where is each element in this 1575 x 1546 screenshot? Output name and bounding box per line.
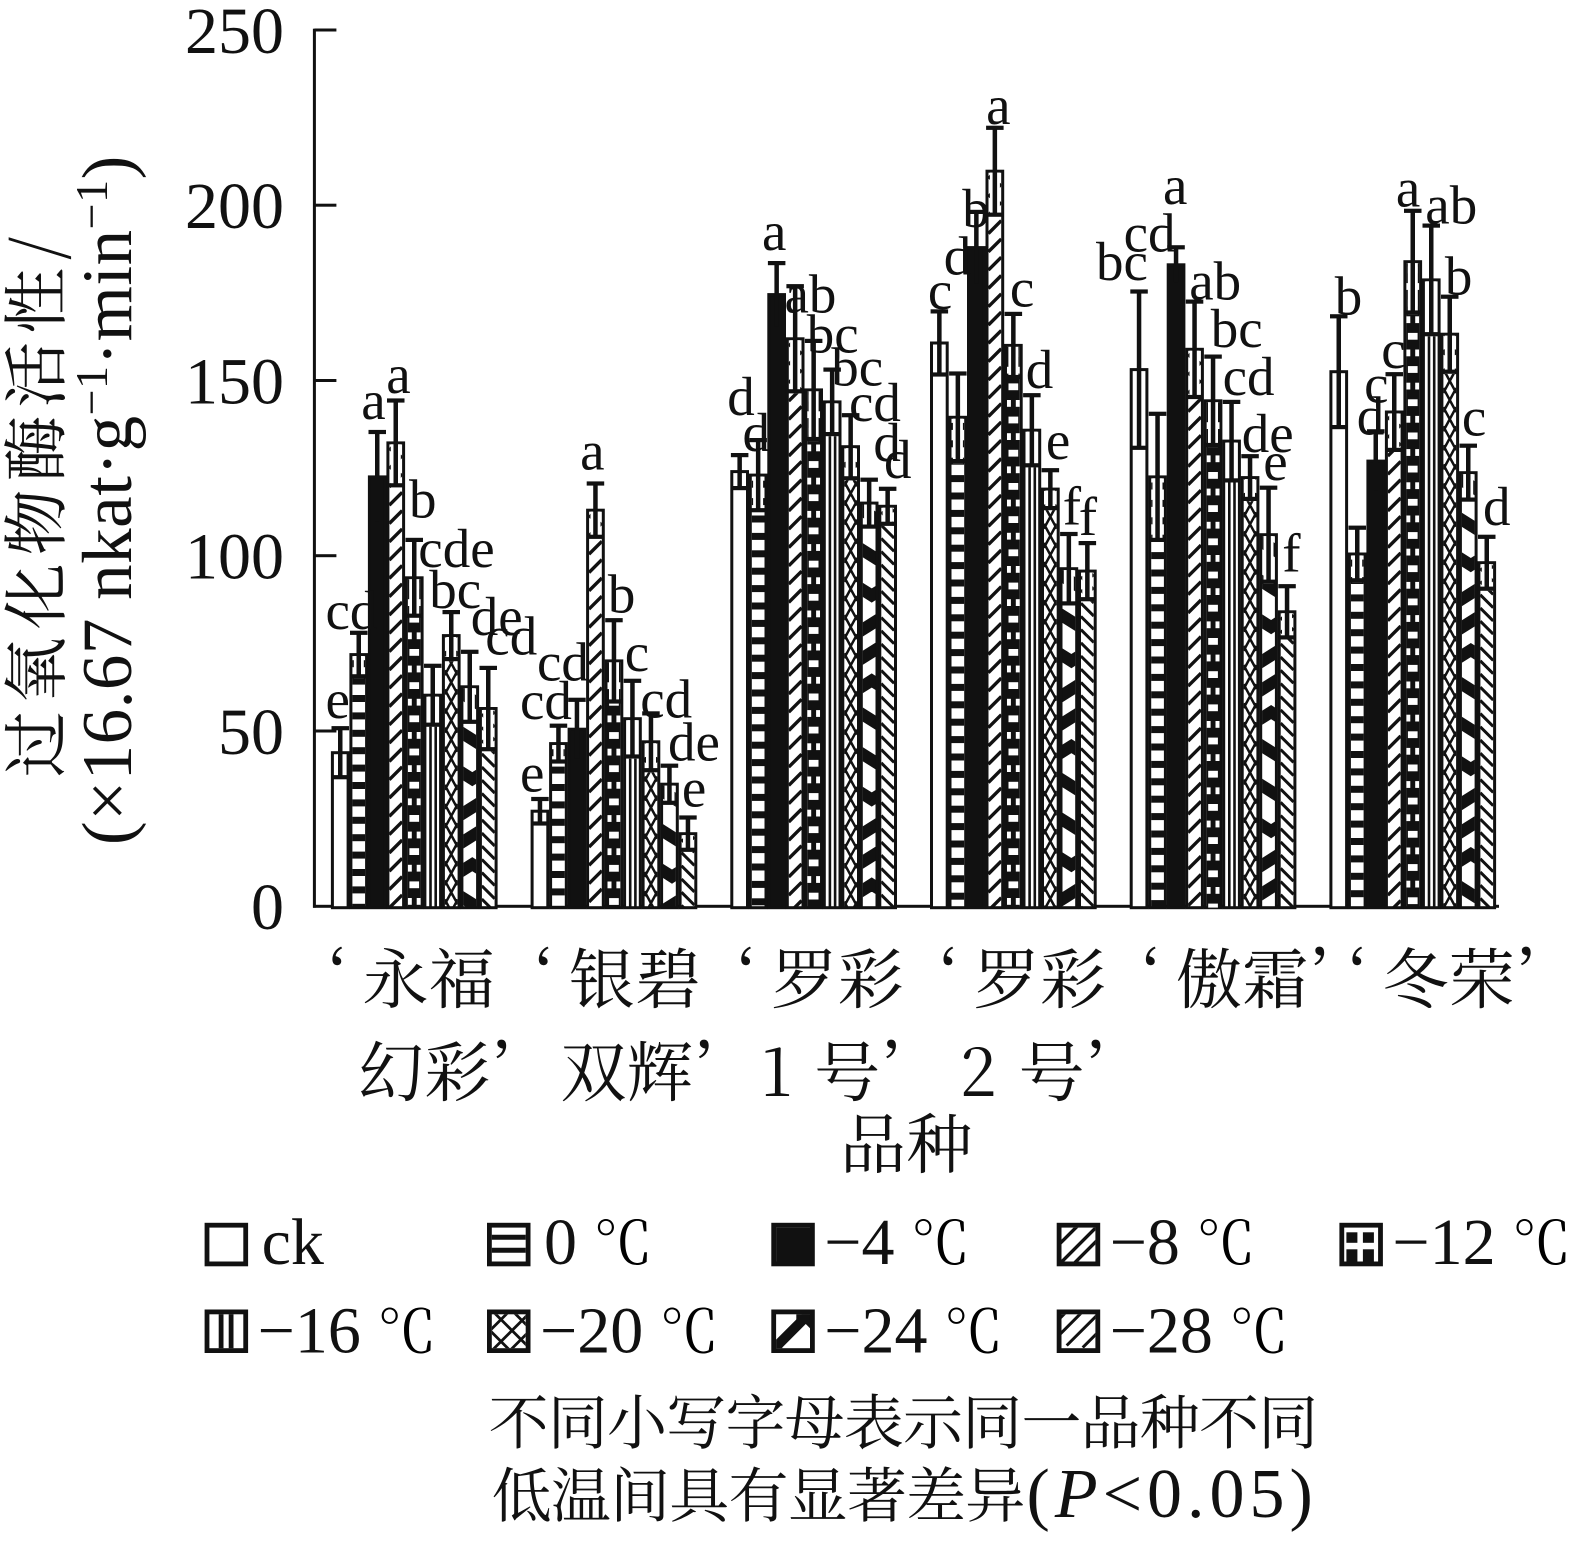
svg-text:f: f bbox=[1079, 486, 1098, 547]
svg-text:c: c bbox=[928, 260, 952, 321]
svg-text:a: a bbox=[386, 344, 410, 405]
svg-text:de: de bbox=[471, 586, 523, 647]
svg-text:0: 0 bbox=[251, 871, 284, 944]
svg-text:de: de bbox=[1242, 403, 1294, 464]
svg-text:d: d bbox=[884, 429, 912, 490]
svg-text:(×16.67 nkat·g−1·min−1): (×16.67 nkat·g−1·min−1) bbox=[66, 155, 147, 845]
svg-text:cd: cd bbox=[326, 580, 378, 641]
svg-text:ab: ab bbox=[785, 263, 837, 324]
svg-text:a: a bbox=[1396, 158, 1420, 219]
svg-text:de: de bbox=[668, 712, 720, 773]
svg-text:c: c bbox=[1462, 386, 1486, 447]
svg-text:f: f bbox=[1063, 476, 1082, 537]
svg-text:b: b bbox=[1335, 265, 1363, 326]
svg-text:cd: cd bbox=[849, 372, 901, 433]
svg-text:100: 100 bbox=[185, 521, 284, 594]
svg-text:d: d bbox=[727, 366, 755, 427]
svg-text:(P<0.05): (P<0.05) bbox=[1027, 1456, 1318, 1533]
svg-text:b: b bbox=[409, 469, 437, 530]
svg-text:50: 50 bbox=[218, 696, 284, 769]
svg-text:c: c bbox=[625, 622, 649, 683]
svg-text:−12: −12 bbox=[1392, 1206, 1495, 1279]
svg-text:d: d bbox=[944, 226, 972, 287]
svg-text:cd: cd bbox=[537, 632, 589, 693]
svg-text:b: b bbox=[1445, 246, 1473, 307]
svg-text:a: a bbox=[986, 75, 1010, 136]
svg-text:bc: bc bbox=[1211, 298, 1263, 359]
svg-text:b: b bbox=[608, 564, 636, 625]
svg-text:e: e bbox=[1263, 431, 1287, 492]
svg-text:250: 250 bbox=[185, 0, 284, 68]
svg-text:a: a bbox=[1163, 155, 1187, 216]
svg-text:c: c bbox=[1010, 257, 1034, 318]
svg-text:−20: −20 bbox=[540, 1295, 643, 1368]
svg-text:−4: −4 bbox=[824, 1206, 894, 1279]
svg-text:cd: cd bbox=[640, 669, 692, 730]
svg-text:150: 150 bbox=[185, 346, 284, 419]
svg-text:c: c bbox=[1364, 353, 1388, 414]
svg-text:bc: bc bbox=[429, 559, 481, 620]
svg-text:e: e bbox=[1046, 410, 1070, 471]
svg-text:a: a bbox=[762, 201, 786, 262]
svg-text:cd: cd bbox=[1124, 203, 1176, 264]
svg-text:d: d bbox=[743, 402, 771, 463]
svg-text:d: d bbox=[1483, 476, 1511, 537]
svg-text:a: a bbox=[361, 370, 385, 431]
svg-text:e: e bbox=[520, 743, 544, 804]
svg-text:−24: −24 bbox=[824, 1295, 927, 1368]
svg-text:0: 0 bbox=[544, 1206, 577, 1279]
svg-text:200: 200 bbox=[185, 170, 284, 243]
svg-text:cd: cd bbox=[520, 670, 572, 731]
svg-text:c: c bbox=[1381, 319, 1405, 380]
svg-text:d: d bbox=[873, 412, 901, 473]
svg-text:cde: cde bbox=[418, 518, 494, 579]
svg-text:−16: −16 bbox=[258, 1295, 361, 1368]
svg-text:f: f bbox=[1282, 523, 1301, 584]
svg-text:ab: ab bbox=[1189, 250, 1241, 311]
svg-text:ck: ck bbox=[262, 1206, 324, 1279]
svg-text:bc: bc bbox=[807, 303, 859, 364]
svg-text:ab: ab bbox=[1425, 175, 1477, 236]
svg-text:b: b bbox=[962, 178, 990, 239]
svg-text:bc: bc bbox=[831, 337, 883, 398]
svg-text:−28: −28 bbox=[1110, 1295, 1213, 1368]
svg-text:cd: cd bbox=[1223, 346, 1275, 407]
svg-text:cd: cd bbox=[485, 606, 537, 667]
svg-text:e: e bbox=[682, 758, 706, 819]
svg-text:a: a bbox=[580, 420, 604, 481]
svg-text:d: d bbox=[1357, 385, 1385, 446]
svg-text:e: e bbox=[326, 669, 350, 730]
svg-text:d: d bbox=[1026, 339, 1054, 400]
svg-text:−8: −8 bbox=[1110, 1206, 1180, 1279]
svg-text:bc: bc bbox=[1096, 231, 1148, 292]
